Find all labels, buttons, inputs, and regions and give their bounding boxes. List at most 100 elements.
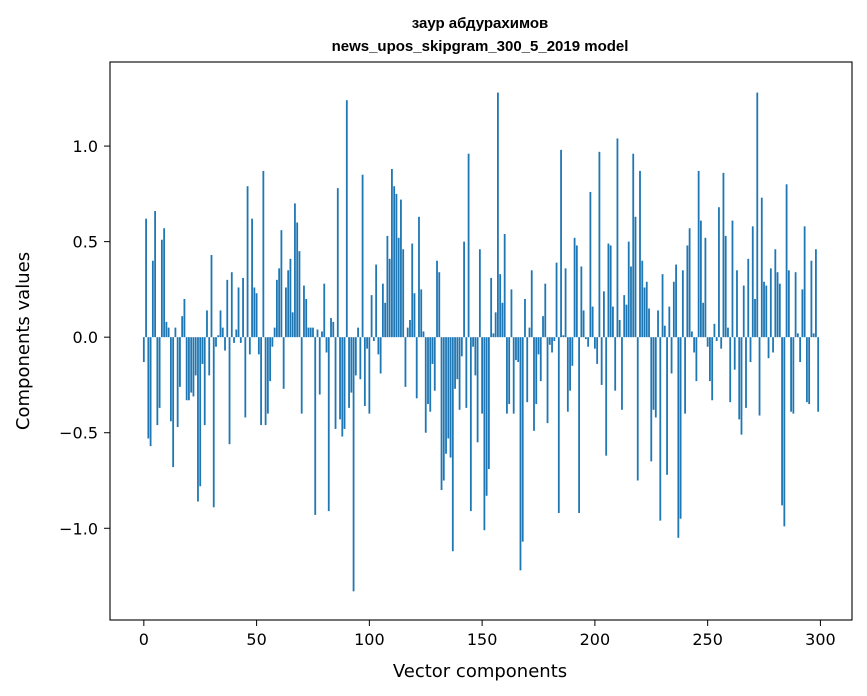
bar-140: [458, 337, 461, 410]
bar-135: [447, 337, 450, 439]
bar-243: [690, 331, 693, 338]
bar-36: [224, 337, 226, 351]
bar-268: [747, 258, 750, 338]
bar-161: [506, 337, 508, 414]
bar-163: [510, 289, 513, 338]
bar-231: [663, 325, 666, 338]
bar-174: [535, 337, 538, 405]
bar-105: [379, 337, 382, 374]
bar-14: [174, 327, 177, 338]
bar-32: [215, 337, 217, 347]
bar-28: [206, 310, 208, 338]
bar-178: [544, 283, 547, 338]
bar-126: [427, 337, 429, 405]
bar-224: [648, 308, 650, 338]
bar-253: [713, 323, 716, 338]
x-axis: 0 50 100 150 200 250 300: [139, 620, 836, 649]
bar-136: [449, 337, 452, 458]
bar-112: [395, 193, 398, 338]
bar-285: [785, 184, 788, 338]
bar-128: [431, 337, 434, 364]
x-tick-label-300: 300: [805, 630, 836, 649]
bar-85: [334, 337, 337, 429]
bar-88: [341, 337, 344, 437]
bar-264: [738, 337, 741, 420]
bar-33: [217, 335, 220, 338]
bar-133: [442, 337, 445, 481]
bar-76: [314, 337, 317, 515]
bar-72: [305, 298, 308, 338]
bar-275: [763, 281, 765, 338]
bar-15: [176, 337, 179, 427]
bar-117: [406, 327, 409, 338]
bar-106: [381, 283, 384, 338]
bar-87: [339, 337, 341, 420]
bar-137: [451, 337, 454, 552]
bar-197: [587, 337, 590, 347]
bar-0: [142, 337, 145, 363]
bar-77: [316, 329, 319, 338]
bar-83: [330, 318, 332, 338]
chart-subtitle: news_upos_skipgram_300_5_2019 model: [332, 38, 629, 55]
bar-267: [745, 337, 747, 408]
bar-261: [731, 220, 734, 338]
bar-16: [179, 337, 181, 387]
bar-44: [242, 277, 244, 338]
bar-206: [607, 243, 610, 338]
bar-55: [266, 337, 269, 414]
bar-256: [720, 337, 723, 349]
bar-142: [463, 241, 465, 338]
bar-212: [621, 337, 623, 410]
bar-75: [312, 327, 314, 338]
y-tick-label--0.5: −0.5: [59, 424, 98, 443]
bar-138: [454, 337, 456, 389]
bar-257: [722, 172, 725, 338]
bar-144: [467, 153, 470, 338]
bar-289: [794, 272, 797, 338]
bar-254: [715, 337, 718, 341]
bar-196: [584, 337, 587, 340]
bar-234: [670, 337, 673, 374]
x-tick-label-200: 200: [580, 630, 611, 649]
bar-7: [158, 337, 161, 408]
bar-248: [702, 302, 705, 338]
bar-263: [736, 270, 738, 338]
bar-298: [815, 249, 817, 338]
bar-278: [769, 268, 772, 338]
bar-74: [309, 327, 312, 338]
bar-166: [517, 337, 520, 363]
bar-66: [291, 312, 294, 338]
bar-169: [524, 298, 526, 338]
bar-167: [519, 337, 522, 571]
bar-219: [636, 337, 639, 481]
bar-258: [724, 235, 727, 338]
bar-19: [185, 337, 188, 401]
bar-232: [666, 337, 668, 475]
y-tick-label-1: 1.0: [73, 137, 98, 156]
bar-109: [388, 258, 391, 338]
bar-68: [296, 222, 299, 338]
bar-218: [634, 216, 637, 338]
bar-266: [742, 285, 745, 338]
bar-58: [273, 327, 276, 338]
bar-246: [697, 170, 700, 338]
bar-276: [765, 285, 768, 338]
bar-141: [460, 337, 463, 357]
bar-228: [657, 310, 659, 338]
bar-122: [418, 216, 420, 338]
y-tick-label--1: −1.0: [59, 519, 98, 538]
bar-233: [668, 306, 671, 338]
bar-190: [571, 337, 574, 366]
bar-41: [235, 329, 238, 338]
y-axis: −1.0 −0.5 0.0 0.5 1.0: [59, 137, 110, 538]
bar-293: [803, 226, 806, 338]
bar-25: [199, 337, 202, 487]
bar-287: [790, 337, 792, 412]
bar-262: [733, 337, 736, 370]
bar-63: [285, 287, 287, 338]
bar-165: [515, 337, 517, 361]
bar-17: [181, 316, 184, 338]
bar-180: [548, 337, 551, 345]
bar-226: [652, 337, 655, 410]
